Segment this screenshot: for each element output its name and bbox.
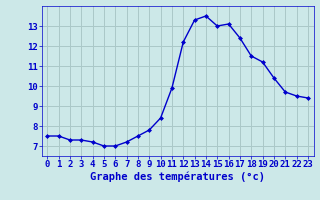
X-axis label: Graphe des températures (°c): Graphe des températures (°c)	[90, 172, 265, 182]
